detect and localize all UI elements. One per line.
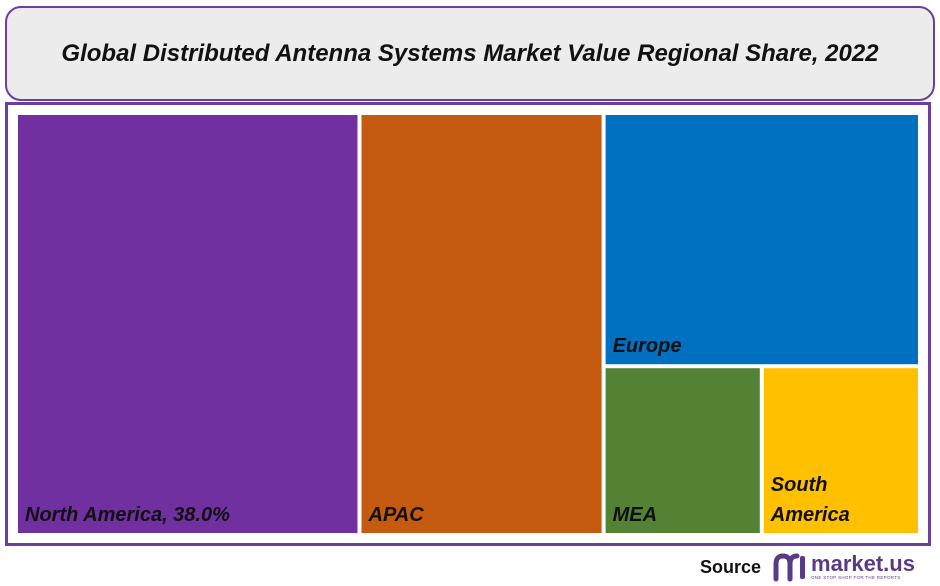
chart-title-box: Global Distributed Antenna Systems Marke… [5, 6, 935, 101]
treemap-label-apac: APAC [368, 504, 425, 526]
treemap-tile-mea [605, 368, 760, 533]
logo-text: market.us [811, 551, 915, 577]
treemap-chart: North America, 38.0% APAC Europe MEA South Am… [18, 115, 918, 533]
chart-title: Global Distributed Antenna Systems Marke… [61, 39, 879, 67]
source-label: Source [700, 556, 762, 577]
treemap-tile-europe [605, 115, 918, 365]
logo-wordmark: market.us ONE STOP SHOP FOR THE REPORTS [811, 553, 915, 581]
treemap-tile-south-america [763, 368, 918, 533]
source-attribution: Source market.us ONE STOP SHOP FOR THE R… [700, 550, 936, 584]
treemap-label-north-america: North America, 38.0% [25, 504, 230, 526]
market-us-logo-icon [773, 553, 806, 582]
treemap-tile-apac [361, 115, 602, 533]
treemap-label-europe: Europe [613, 335, 682, 357]
treemap-frame: North America, 38.0% APAC Europe MEA South Am… [5, 102, 931, 546]
treemap-label-south-america: South America [770, 474, 850, 526]
treemap-tile-north-america [18, 115, 358, 533]
treemap-label-mea: MEA [613, 504, 657, 526]
logo-tagline: ONE STOP SHOP FOR THE REPORTS [811, 575, 901, 581]
